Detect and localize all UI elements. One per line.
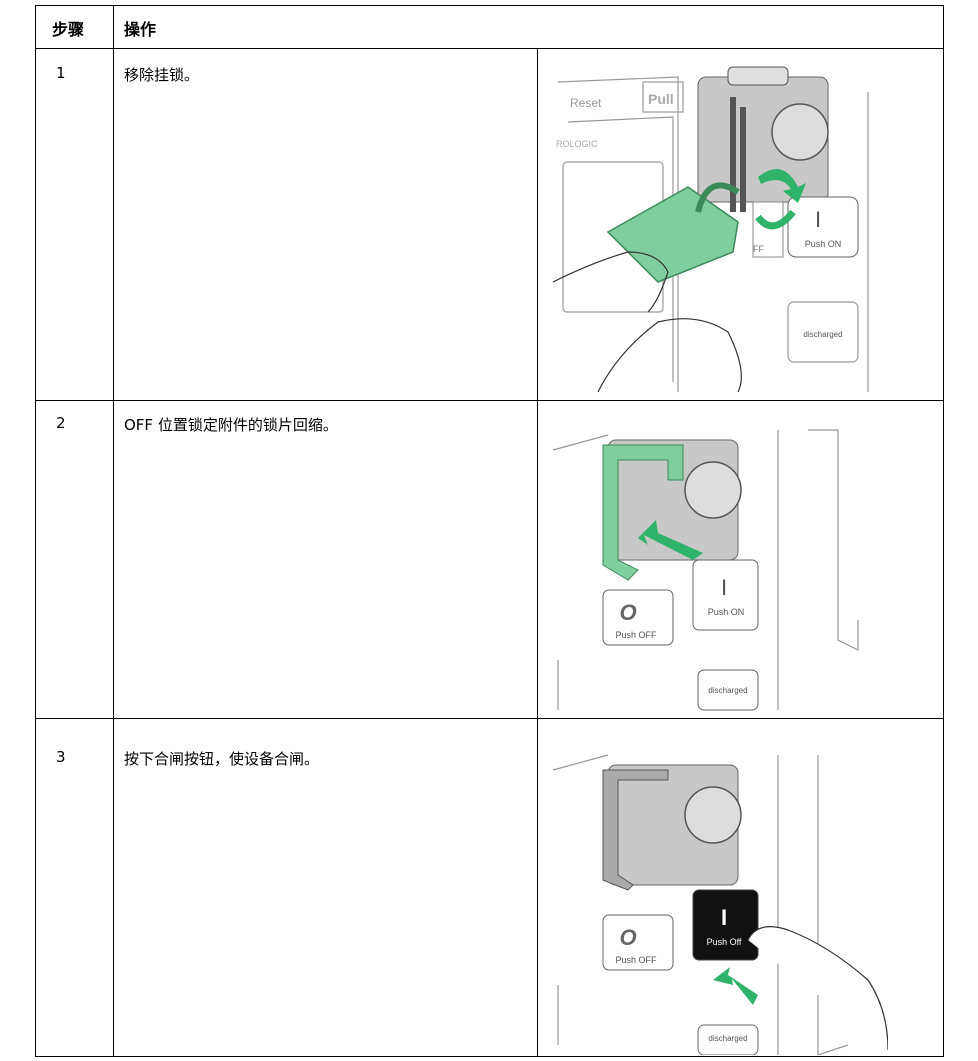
column-line <box>35 5 114 1057</box>
image-label: discharged <box>708 1034 747 1043</box>
step-number: 1 <box>56 64 66 82</box>
image-label: Push OFF <box>615 955 657 965</box>
illustration: O Push OFF I Push Off discharged <box>552 754 888 1055</box>
image-label: I <box>815 207 821 232</box>
step-text: 按下合闸按钮，使设备合闸。 <box>124 750 320 768</box>
step-text: 移除挂锁。 <box>124 66 200 84</box>
image-label: discharged <box>708 686 747 695</box>
image-label: Push Off <box>707 937 742 947</box>
image-label: Push ON <box>805 239 842 249</box>
illustration: O Push OFF I Push ON discharged <box>552 429 859 711</box>
image-label: FF <box>753 244 764 254</box>
header-cell: 步骤 <box>52 20 85 39</box>
image-label: O <box>619 925 636 950</box>
image-label: Pull <box>648 91 674 107</box>
image-label: discharged <box>803 330 842 339</box>
image-label: O <box>619 600 636 625</box>
row-line <box>35 48 944 49</box>
image-label: I <box>721 905 727 930</box>
image-label: Push ON <box>708 607 745 617</box>
step-number: 2 <box>56 414 66 432</box>
illustration: Reset Pull ROLOGIC FF I Push ON discharg… <box>552 66 869 392</box>
image-label: Reset <box>570 96 602 110</box>
step-number: 3 <box>56 748 66 766</box>
image-label: ROLOGIC <box>556 139 598 149</box>
row-line <box>35 718 944 719</box>
header-cell: 操作 <box>124 20 157 39</box>
column-line <box>537 48 538 1057</box>
image-label: I <box>721 575 727 600</box>
row-line <box>35 400 944 401</box>
step-text: OFF 位置锁定附件的锁片回缩。 <box>124 416 338 434</box>
image-label: Push OFF <box>615 630 657 640</box>
